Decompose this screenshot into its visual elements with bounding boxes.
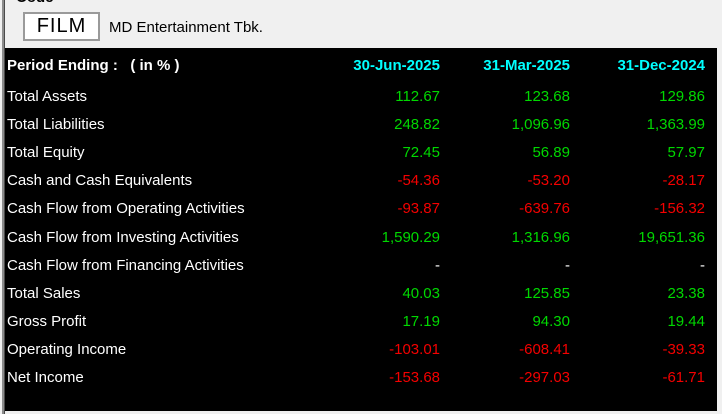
period-ending-title: Period Ending : ( in % ) xyxy=(7,56,180,74)
row-value-2: -297.03 xyxy=(519,369,570,387)
row-value-2: 123.68 xyxy=(524,87,570,105)
row-label: Total Liabilities xyxy=(7,115,105,133)
ticker-code-value: FILM xyxy=(36,15,87,37)
row-value-3: -39.33 xyxy=(662,341,705,359)
row-value-3: -156.32 xyxy=(654,200,705,218)
financial-ratio-table: Period Ending : ( in % ) 30-Jun-2025 31-… xyxy=(5,48,717,411)
panel-left-border xyxy=(2,0,4,414)
row-value-3: -28.17 xyxy=(662,172,705,190)
table-row: Gross Profit 17.19 94.30 19.44 xyxy=(5,308,717,336)
row-value-1: - xyxy=(435,256,440,274)
company-name: MD Entertainment Tbk. xyxy=(109,19,263,36)
row-value-1: -153.68 xyxy=(389,369,440,387)
row-value-1: 248.82 xyxy=(394,115,440,133)
row-value-3: 19,651.36 xyxy=(638,228,705,246)
ticker-code-input[interactable]: FILM xyxy=(23,12,100,41)
row-label: Cash Flow from Financing Activities xyxy=(7,256,244,274)
row-value-3: 23.38 xyxy=(667,284,705,302)
code-caption: Code xyxy=(16,0,54,6)
table-row: Cash and Cash Equivalents -54.36 -53.20 … xyxy=(5,167,717,195)
ticker-header-bar: Code FILM MD Entertainment Tbk. xyxy=(5,0,722,48)
row-value-1: 72.45 xyxy=(402,143,440,161)
row-value-1: -93.87 xyxy=(397,200,440,218)
row-value-1: 1,590.29 xyxy=(381,228,440,246)
row-value-3: 19.44 xyxy=(667,313,705,331)
row-label: Cash Flow from Operating Activities xyxy=(7,200,245,218)
table-header-row: Period Ending : ( in % ) 30-Jun-2025 31-… xyxy=(5,48,717,82)
row-label: Gross Profit xyxy=(7,313,87,331)
row-value-1: 17.19 xyxy=(402,313,440,331)
row-label: Total Equity xyxy=(7,143,85,161)
row-label: Operating Income xyxy=(7,341,127,359)
row-value-2: 125.85 xyxy=(524,284,570,302)
column-header-period-1: 30-Jun-2025 xyxy=(353,56,440,74)
row-value-1: 40.03 xyxy=(402,284,440,302)
row-value-3: - xyxy=(700,256,705,274)
row-value-3: 129.86 xyxy=(659,87,705,105)
row-value-1: 112.67 xyxy=(395,87,440,105)
row-label: Cash and Cash Equivalents xyxy=(7,172,193,190)
row-label: Total Assets xyxy=(7,87,88,105)
table-row: Cash Flow from Financing Activities - - … xyxy=(5,251,717,279)
row-value-1: -103.01 xyxy=(389,341,440,359)
row-label: Cash Flow from Investing Activities xyxy=(7,228,239,246)
row-value-1: -54.36 xyxy=(397,172,440,190)
table-row: Total Assets 112.67 123.68 129.86 xyxy=(5,82,717,110)
row-value-2: -608.41 xyxy=(519,341,570,359)
table-row: Total Liabilities 248.82 1,096.96 1,363.… xyxy=(5,110,717,138)
column-header-period-2: 31-Mar-2025 xyxy=(483,56,570,74)
row-value-2: 1,316.96 xyxy=(511,228,570,246)
table-row: Cash Flow from Investing Activities 1,59… xyxy=(5,223,717,251)
table-row: Total Sales 40.03 125.85 23.38 xyxy=(5,279,717,307)
row-value-2: 1,096.96 xyxy=(511,115,570,133)
row-value-3: 57.97 xyxy=(667,143,705,161)
table-row: Cash Flow from Operating Activities -93.… xyxy=(5,195,717,223)
panel-left-border-shadow xyxy=(4,0,5,414)
row-value-2: -639.76 xyxy=(519,200,570,218)
row-value-2: - xyxy=(565,256,570,274)
table-row: Net Income -153.68 -297.03 -61.71 xyxy=(5,364,717,392)
row-value-2: -53.20 xyxy=(527,172,570,190)
row-value-3: -61.71 xyxy=(662,369,705,387)
row-label: Total Sales xyxy=(7,284,81,302)
row-value-2: 94.30 xyxy=(532,313,570,331)
row-value-2: 56.89 xyxy=(532,143,570,161)
row-value-3: 1,363.99 xyxy=(646,115,705,133)
table-body: Total Assets 112.67 123.68 129.86 Total … xyxy=(5,82,717,392)
table-row: Operating Income -103.01 -608.41 -39.33 xyxy=(5,336,717,364)
table-row: Total Equity 72.45 56.89 57.97 xyxy=(5,138,717,166)
row-label: Net Income xyxy=(7,369,84,387)
column-header-period-3: 31-Dec-2024 xyxy=(617,56,705,74)
